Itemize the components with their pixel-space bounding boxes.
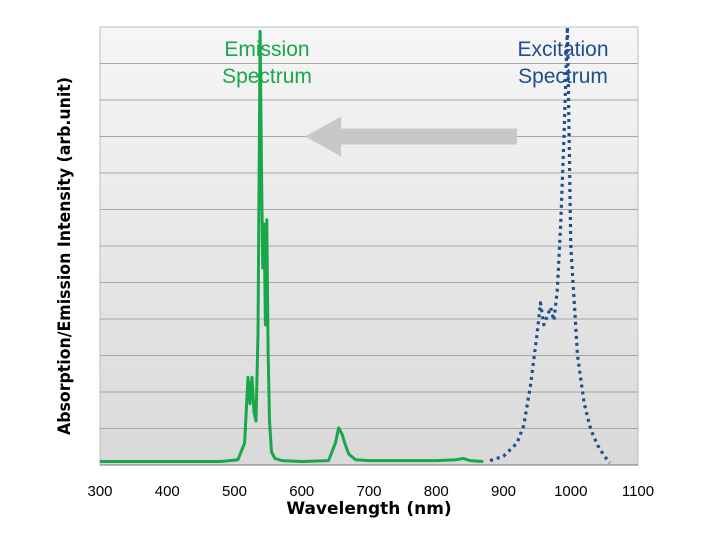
direction-arrow xyxy=(305,116,517,157)
x-tick-label: 300 xyxy=(87,483,112,500)
x-tick-label: 700 xyxy=(356,483,381,500)
excitation-label-line2: Spectrum xyxy=(518,65,608,88)
x-tick-label: 1100 xyxy=(622,483,654,500)
x-tick-label: 600 xyxy=(289,483,314,500)
x-tick-label: 900 xyxy=(491,483,516,500)
x-tick-label: 1000 xyxy=(554,483,587,500)
series-layer xyxy=(100,25,612,464)
excitation-label-line1: Excitation xyxy=(517,38,608,61)
x-axis-ticks: 300 400 500 600 700 800 900 1000 1100 xyxy=(87,483,654,500)
gridlines xyxy=(100,63,638,466)
excitation-series-line xyxy=(489,25,612,464)
emission-series-line xyxy=(100,29,484,463)
x-tick-label: 400 xyxy=(155,483,180,500)
x-tick-label: 500 xyxy=(222,483,247,500)
y-axis-title: Absorption/Emission Intensity (arb.unit) xyxy=(55,77,75,435)
x-tick-label: 800 xyxy=(424,483,449,500)
emission-label-line2: Spectrum xyxy=(222,65,312,88)
emission-label-line1: Emission xyxy=(224,38,309,61)
x-axis-title: Wavelength (nm) xyxy=(286,499,451,519)
